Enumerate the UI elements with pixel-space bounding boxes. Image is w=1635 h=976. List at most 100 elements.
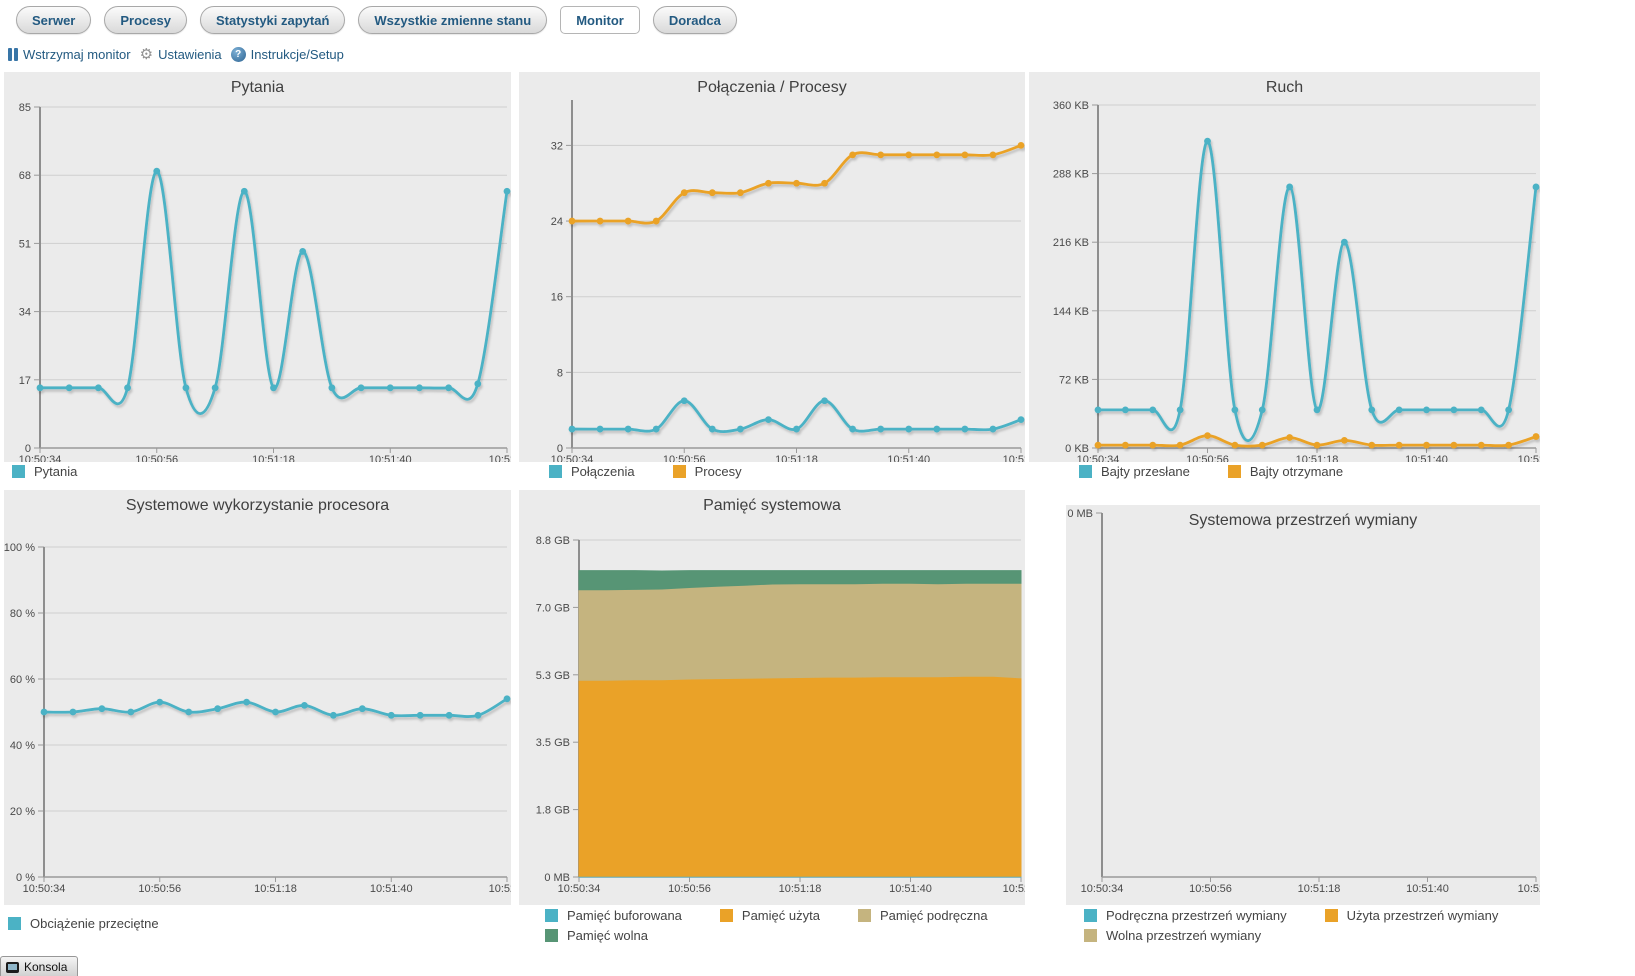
svg-text:10:50:34: 10:50:34	[23, 883, 66, 895]
chart-title: Pamięć systemowa	[703, 497, 841, 514]
legend-swatch	[545, 909, 558, 922]
svg-text:10:50:34: 10:50:34	[1081, 883, 1124, 895]
memory-plot[interactable]: 8.8 GB7.0 GB5.3 GB3.5 GB1.8 GB0 MB10:50:…	[519, 490, 1025, 905]
svg-text:10:50:34: 10:50:34	[19, 454, 62, 462]
settings-link[interactable]: ⚙ Ustawienia	[139, 45, 222, 63]
svg-text:8.8 GB: 8.8 GB	[536, 535, 570, 547]
svg-text:8: 8	[557, 367, 563, 379]
cpu-plot[interactable]: 100 % 80 % 60 % 40 % 20 % 0 %10:50:34 10:50:56…	[4, 490, 511, 905]
svg-text:10:52:0: 10:52:0	[489, 883, 511, 895]
legend-swatch	[549, 465, 562, 478]
swap-plot[interactable]: 0 MB 10:50:34 10:50:56 10:51:18 10:51:40 10:5…	[1066, 505, 1540, 905]
svg-text:10:51:18: 10:51:18	[775, 454, 818, 462]
legend-wymiana: Podręczna przestrzeń wymiany Użyta przest…	[1084, 908, 1539, 943]
questions-plot[interactable]: 85 68 51 34 17 010:50:34 10:50:56 10:51:18 10:51…	[4, 72, 511, 462]
svg-text:10:51:18: 10:51:18	[1296, 454, 1339, 462]
tab-monitor[interactable]: Monitor	[560, 6, 640, 34]
connections-plot[interactable]: 32 24 16 8 010:50:34 10:50:56 10:51:18 10:51:40…	[519, 72, 1025, 462]
legend-swatch	[857, 909, 871, 922]
svg-text:288 KB: 288 KB	[1053, 169, 1089, 181]
tab-wszystkie-zmienne-stanu[interactable]: Wszystkie zmienne stanu	[358, 6, 548, 34]
legend-label: Użyta przestrzeń wymiany	[1346, 908, 1499, 923]
svg-text:0: 0	[557, 443, 563, 455]
svg-text:51: 51	[19, 238, 31, 250]
chart-wykorzystanie-procesora: Systemowe wykorzystanie procesora 100 % 8…	[4, 490, 511, 905]
legend-label: Pamięć podręczna	[879, 908, 988, 923]
legend-label: Obciążenie przeciętne	[30, 916, 159, 931]
svg-text:10:51:40: 10:51:40	[369, 454, 412, 462]
legend-item: Bajty przesłane	[1079, 464, 1190, 479]
svg-text:10:51:40: 10:51:40	[1406, 883, 1449, 895]
tab-statystyki-zapytan[interactable]: Statystyki zapytań	[199, 6, 346, 34]
instructions-link[interactable]: ? Instrukcje/Setup	[230, 47, 344, 62]
chart-ruch: Ruch 360 KB 288 KB 216 KB 144 KB 72 KB 0 KB 10…	[1029, 72, 1540, 462]
svg-text:20 %: 20 %	[10, 806, 35, 818]
svg-text:10:52:0: 10:52:0	[1518, 454, 1540, 462]
svg-text:10:52:0: 10:52:0	[1003, 883, 1025, 895]
server-tabs: Serwer Procesy Statystyki zapytań Wszyst…	[16, 6, 737, 34]
svg-text:216 KB: 216 KB	[1053, 237, 1089, 249]
legend-item: Połączenia	[549, 464, 635, 479]
chart-pamiec-systemowa: Pamięć systemowa 8.8 GB 7.0 GB 5.3 GB 3.5 G…	[519, 490, 1025, 905]
legend-label: Wolna przestrzeń wymiany	[1106, 928, 1262, 943]
svg-text:10:50:56: 10:50:56	[135, 454, 178, 462]
gear-icon: ⚙	[139, 45, 154, 63]
svg-text:10:51:18: 10:51:18	[779, 883, 822, 895]
legend-swatch	[1084, 909, 1097, 922]
legend-swatch	[1084, 929, 1097, 942]
svg-text:10:50:34: 10:50:34	[551, 454, 594, 462]
svg-text:0 MB: 0 MB	[544, 872, 570, 884]
chart-przestrzen-wymiany: Systemowa przestrzeń wymiany 0 MB 10:50:3…	[1066, 505, 1540, 905]
chart-title: Ruch	[1265, 79, 1304, 96]
svg-text:24: 24	[551, 216, 563, 228]
settings-label: Ustawienia	[158, 47, 222, 62]
legend-polaczenia-procesy: Połączenia Procesy	[549, 464, 1019, 479]
console-button[interactable]: Konsola	[0, 956, 79, 976]
svg-text:10:50:34: 10:50:34	[558, 883, 601, 895]
legend-item: Procesy	[672, 464, 742, 479]
monitor-toolbar: Wstrzymaj monitor ⚙ Ustawienia ? Instruk…	[8, 47, 344, 62]
legend-label: Pamięć buforowana	[567, 908, 682, 923]
legend-procesor: Obciążenie przeciętne	[8, 916, 500, 931]
svg-text:10:50:56: 10:50:56	[1189, 883, 1232, 895]
svg-text:1.8 GB: 1.8 GB	[536, 805, 570, 817]
svg-text:80 %: 80 %	[10, 608, 35, 620]
legend-item: Użyta przestrzeń wymiany	[1324, 908, 1499, 923]
legend-item: Pamięć buforowana	[545, 908, 682, 923]
legend-label: Podręczna przestrzeń wymiany	[1106, 908, 1287, 923]
legend-swatch	[1079, 465, 1092, 478]
legend-pytania: Pytania	[12, 464, 504, 479]
svg-text:10:52:0: 10:52:0	[489, 454, 511, 462]
svg-text:10:51:40: 10:51:40	[370, 883, 413, 895]
help-icon: ?	[230, 47, 246, 62]
legend-swatch	[1227, 465, 1241, 478]
svg-text:0 %: 0 %	[16, 872, 35, 884]
tab-serwer[interactable]: Serwer	[16, 6, 92, 34]
traffic-plot[interactable]: 360 KB 288 KB 216 KB 144 KB 72 KB 0 KB10:50:3…	[1029, 72, 1540, 462]
legend-label: Połączenia	[571, 464, 635, 479]
pause-monitor-link[interactable]: Wstrzymaj monitor	[8, 47, 131, 62]
tab-doradca[interactable]: Doradca	[652, 6, 737, 34]
chart-title: Systemowe wykorzystanie procesora	[125, 497, 390, 514]
svg-text:16: 16	[551, 292, 563, 304]
svg-text:10:50:56: 10:50:56	[663, 454, 706, 462]
svg-text:10:51:18: 10:51:18	[252, 454, 295, 462]
legend-label: Bajty przesłane	[1101, 464, 1190, 479]
chart-pytania: Pytania 85 68 51 34 17 0 10:50:34 10:50:56 10:51…	[4, 72, 511, 462]
legend-ruch: Bajty przesłane Bajty otrzymane	[1079, 464, 1539, 479]
svg-text:0: 0	[25, 443, 31, 455]
instructions-label: Instrukcje/Setup	[250, 47, 344, 62]
svg-text:144 KB: 144 KB	[1053, 306, 1089, 318]
svg-text:40 %: 40 %	[10, 740, 35, 752]
legend-item: Wolna przestrzeń wymiany	[1084, 928, 1261, 943]
svg-text:34: 34	[19, 307, 31, 319]
legend-item: Pamięć użyta	[719, 908, 820, 923]
legend-swatch	[12, 465, 25, 478]
legend-item: Obciążenie przeciętne	[8, 916, 159, 931]
tab-procesy[interactable]: Procesy	[104, 6, 187, 34]
legend-pamiec: Pamięć buforowana Pamięć użyta Pamięć podr…	[545, 908, 1023, 943]
svg-text:360 KB: 360 KB	[1053, 100, 1089, 112]
console-label: Konsola	[24, 960, 68, 974]
svg-text:0 KB: 0 KB	[1065, 443, 1089, 455]
